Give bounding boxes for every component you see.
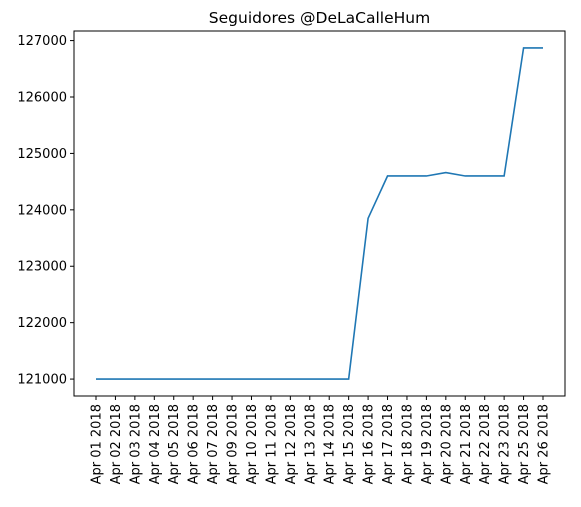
x-tick-label: Apr 18 2018 <box>400 404 415 484</box>
y-tick-label: 126000 <box>17 91 67 106</box>
axes-frame <box>73 30 566 397</box>
x-tick-label: Apr 25 2018 <box>517 404 532 484</box>
y-tick-label: 125000 <box>17 147 67 162</box>
x-tick-label: Apr 12 2018 <box>284 404 299 484</box>
chart-title: Seguidores @DeLaCalleHum <box>209 9 430 27</box>
x-tick-label: Apr 15 2018 <box>342 404 357 484</box>
y-tick-label: 127000 <box>17 34 67 49</box>
x-axis: Apr 01 2018 Apr 02 2018 Apr 03 2018 Apr 04 … <box>90 396 552 484</box>
x-tick-label: Apr 11 2018 <box>264 404 279 484</box>
x-tick-label: Apr 06 2018 <box>187 404 202 484</box>
x-tick-label: Apr 16 2018 <box>362 404 377 484</box>
series-line-0 <box>96 47 543 380</box>
x-tick-label: Apr 09 2018 <box>226 404 241 484</box>
x-tick-label: Apr 07 2018 <box>206 404 221 484</box>
x-tick-label: Apr 05 2018 <box>167 404 182 484</box>
y-tick-label: 122000 <box>17 316 67 331</box>
x-tick-label: Apr 20 2018 <box>439 404 454 484</box>
x-tick-label: Apr 23 2018 <box>498 404 513 484</box>
x-tick-label: Apr 22 2018 <box>478 404 493 484</box>
x-tick-label: Apr 21 2018 <box>459 404 474 484</box>
x-tick-label: Apr 14 2018 <box>323 404 338 484</box>
x-tick-label: Apr 10 2018 <box>245 404 260 484</box>
x-tick-label: Apr 13 2018 <box>303 404 318 484</box>
x-tick-label: Apr 17 2018 <box>381 404 396 484</box>
y-tick-label: 123000 <box>17 260 67 275</box>
x-tick-label: Apr 19 2018 <box>420 404 435 484</box>
x-tick-label: Apr 01 2018 <box>90 404 105 484</box>
x-tick-label: Apr 02 2018 <box>109 404 124 484</box>
y-tick-label: 124000 <box>17 203 67 218</box>
y-tick-label: 121000 <box>17 373 67 388</box>
y-axis: 121000 122000 123000 124000 125000 126000 1270… <box>17 34 74 388</box>
x-tick-label: Apr 26 2018 <box>537 404 552 484</box>
x-tick-label: Apr 04 2018 <box>148 404 163 484</box>
x-tick-label: Apr 03 2018 <box>128 404 143 484</box>
plot-area <box>96 47 543 380</box>
